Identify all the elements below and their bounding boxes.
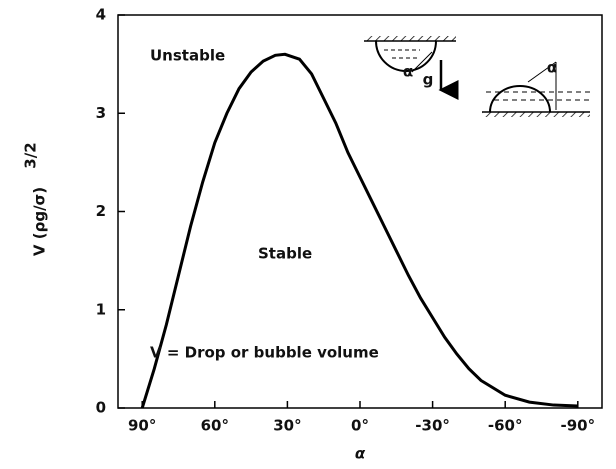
y-axis-label-exponent: 3/2 — [22, 142, 40, 168]
annotation: α — [403, 63, 413, 81]
annotation: V = Drop or bubble volume — [150, 344, 379, 362]
floor-hatch — [482, 112, 590, 117]
inset-bubble — [482, 61, 590, 117]
y-tick-label: 2 — [96, 202, 106, 220]
annotation: α — [547, 59, 557, 77]
data-line — [140, 52, 578, 409]
x-tick-label: -90° — [560, 417, 595, 435]
x-axis-label: α — [355, 445, 366, 463]
tangent — [411, 51, 433, 73]
x-tick-label: -60° — [488, 417, 523, 435]
x-tick-label: 90° — [128, 417, 156, 435]
y-tick-label: 1 — [96, 300, 106, 318]
ceiling-hatch — [364, 36, 456, 41]
tangent — [527, 61, 557, 83]
x-tick-label: 60° — [201, 417, 229, 435]
annotation: Unstable — [150, 47, 225, 65]
y-axis-label: V (ρg/σ) 3/2 — [22, 142, 49, 256]
inset-drop — [364, 36, 459, 100]
drop — [375, 40, 437, 72]
y-tick-label: 0 — [96, 399, 106, 417]
x-tick-label: 0° — [351, 417, 369, 435]
x-tick-label: -30° — [415, 417, 450, 435]
x-tick-label: 30° — [273, 417, 301, 435]
bubble — [489, 85, 551, 113]
annotation: g — [423, 71, 434, 89]
y-axis-label-text: V (ρg/σ) — [31, 187, 49, 256]
y-tick-label: 4 — [96, 6, 106, 24]
y-tick-label: 3 — [96, 104, 106, 122]
annotation: Stable — [258, 245, 312, 263]
